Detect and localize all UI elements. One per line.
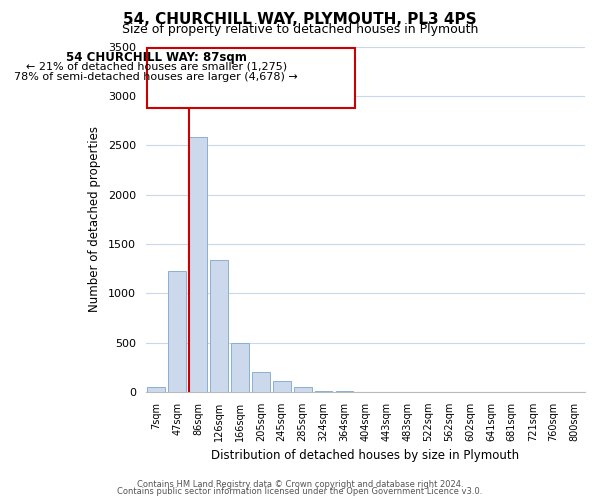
Bar bbox=[314, 391, 332, 392]
Bar bbox=[273, 381, 290, 392]
Y-axis label: Number of detached properties: Number of detached properties bbox=[88, 126, 101, 312]
Text: 54, CHURCHILL WAY, PLYMOUTH, PL3 4PS: 54, CHURCHILL WAY, PLYMOUTH, PL3 4PS bbox=[123, 12, 477, 28]
Bar bbox=[210, 260, 228, 392]
Text: ← 21% of detached houses are smaller (1,275): ← 21% of detached houses are smaller (1,… bbox=[26, 62, 287, 72]
Bar bbox=[252, 372, 270, 392]
FancyBboxPatch shape bbox=[148, 48, 355, 108]
Bar bbox=[231, 342, 249, 392]
Text: 78% of semi-detached houses are larger (4,678) →: 78% of semi-detached houses are larger (… bbox=[14, 72, 298, 82]
Text: Contains public sector information licensed under the Open Government Licence v3: Contains public sector information licen… bbox=[118, 487, 482, 496]
Text: Size of property relative to detached houses in Plymouth: Size of property relative to detached ho… bbox=[122, 22, 478, 36]
Bar bbox=[168, 270, 186, 392]
Text: Contains HM Land Registry data © Crown copyright and database right 2024.: Contains HM Land Registry data © Crown c… bbox=[137, 480, 463, 489]
Bar bbox=[148, 387, 165, 392]
Bar bbox=[189, 138, 207, 392]
X-axis label: Distribution of detached houses by size in Plymouth: Distribution of detached houses by size … bbox=[211, 450, 520, 462]
Bar bbox=[294, 387, 311, 392]
Text: 54 CHURCHILL WAY: 87sqm: 54 CHURCHILL WAY: 87sqm bbox=[66, 52, 247, 64]
